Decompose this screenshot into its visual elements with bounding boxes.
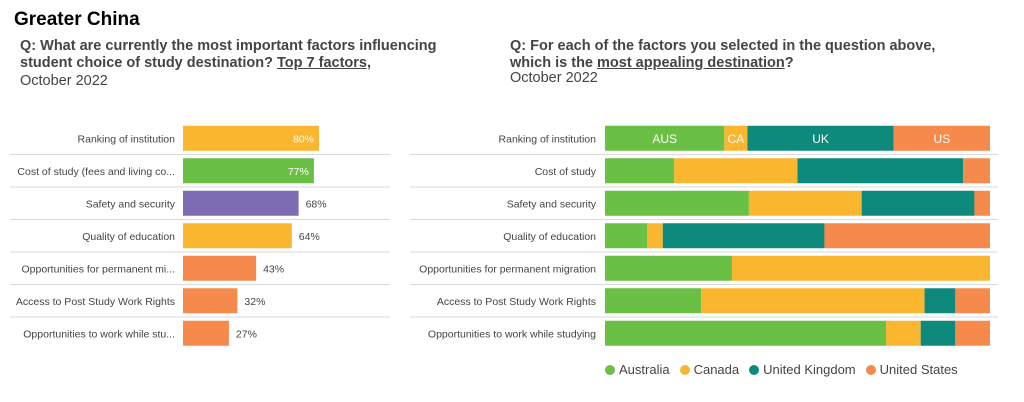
value-label: 27%: [236, 328, 257, 340]
stack-segment: [662, 223, 825, 249]
category-label: Ranking of institution: [499, 133, 597, 145]
stack-segment: [893, 125, 990, 151]
stack-segment: [955, 320, 990, 346]
category-label: Opportunities to work while stu...: [23, 328, 175, 340]
legend-dot-icon: [679, 364, 690, 375]
legend-label: Australia: [619, 362, 670, 377]
legend: Australia Canada United Kingdom United Stat…: [605, 362, 958, 377]
stack-segment: [747, 125, 894, 151]
bar: [183, 255, 257, 281]
stack-segment: [748, 190, 862, 216]
stack-segment: [701, 288, 925, 314]
stack-segment: [674, 158, 798, 184]
stack-segment: [924, 288, 956, 314]
stack-segment: [955, 288, 990, 314]
question-2-suffix: ?: [784, 55, 794, 71]
stack-segment: [724, 125, 748, 151]
legend-label: Canada: [693, 362, 740, 377]
category-label: Ranking of institution: [78, 133, 176, 145]
stack-segment: [605, 190, 749, 216]
segment-label: CA: [728, 132, 745, 146]
category-label: Opportunities for permanent migration: [419, 263, 596, 275]
value-label: 80%: [293, 133, 314, 145]
question-2-date: October 2022: [510, 70, 598, 86]
question-2-underlined: most appealing destination: [597, 55, 785, 71]
segment-label: US: [934, 132, 951, 146]
question-2: Q: For each of the factors you selected …: [510, 38, 970, 72]
region-title: Greater China: [14, 9, 140, 30]
value-label: 68%: [306, 198, 327, 210]
stack-segment: [824, 223, 990, 249]
segment-label: UK: [812, 132, 829, 146]
stack-segment: [732, 255, 990, 281]
category-label: Cost of study (fees and living co...: [17, 166, 175, 178]
legend-dot-icon: [605, 364, 615, 375]
stack-segment: [886, 320, 921, 346]
question-1-underlined: Top 7 factors,: [277, 55, 371, 71]
stack-segment: [605, 158, 675, 184]
stack-segment: [605, 288, 702, 314]
stack-segment: [963, 158, 990, 184]
legend-dot-icon: [749, 364, 760, 375]
legend-item: United States: [865, 362, 958, 377]
bar: [183, 190, 299, 216]
legend-item: Canada: [679, 362, 740, 377]
category-label: Access to Post Study Work Rights: [16, 296, 175, 308]
question-1-date: October 2022: [20, 73, 108, 89]
stack-segment: [974, 190, 990, 216]
bar: [183, 288, 238, 314]
legend-label: United States: [879, 362, 958, 377]
legend-label: United Kingdom: [763, 362, 856, 377]
question-2-text: Q: For each of the factors you selected …: [510, 38, 936, 71]
legend-item: United Kingdom: [749, 362, 856, 377]
stack-segment: [861, 190, 975, 216]
legend-dot-icon: [865, 364, 876, 375]
bar: [183, 223, 292, 249]
category-label: Access to Post Study Work Rights: [437, 296, 596, 308]
category-label: Safety and security: [507, 198, 597, 210]
stack-segment: [797, 158, 964, 184]
category-label: Safety and security: [86, 198, 176, 210]
segment-label: AUS: [652, 132, 677, 146]
destination-stacked-chart: Ranking of institution AUS CA UK US Cost of s…: [410, 125, 998, 346]
stack-segment: [647, 223, 663, 249]
bar: [183, 158, 314, 184]
category-label: Cost of study: [535, 166, 597, 178]
category-label: Opportunities for permanent mi...: [22, 263, 176, 275]
factors-bar-chart: Ranking of institution 80% Cost of study (…: [10, 125, 390, 346]
stack-segment: [605, 320, 887, 346]
value-label: 64%: [299, 231, 320, 243]
category-label: Quality of education: [82, 231, 175, 243]
stack-segment: [605, 125, 725, 151]
question-1: Q: What are currently the most important…: [20, 38, 480, 72]
bar: [183, 125, 319, 151]
value-label: 43%: [263, 263, 284, 275]
question-1-text: Q: What are currently the most important…: [20, 38, 437, 71]
stack-segment: [920, 320, 956, 346]
bar: [183, 320, 229, 346]
stack-segment: [605, 223, 648, 249]
legend-item: Australia: [605, 362, 670, 377]
value-label: 32%: [244, 296, 265, 308]
value-label: 77%: [288, 166, 309, 178]
category-label: Quality of education: [503, 231, 596, 243]
category-label: Opportunities to work while studying: [428, 328, 596, 340]
stack-segment: [605, 255, 733, 281]
